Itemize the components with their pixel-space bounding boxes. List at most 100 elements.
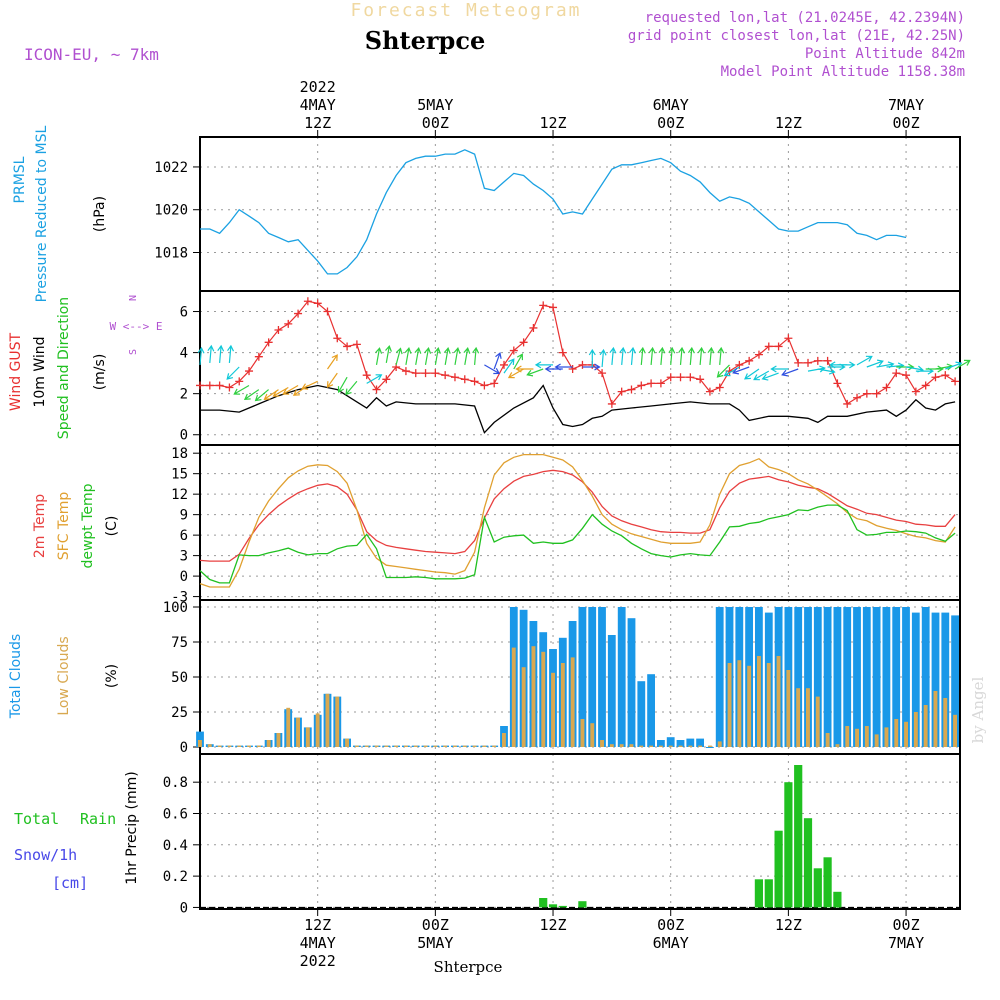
total-label: Total xyxy=(14,810,59,828)
low-cloud-bar xyxy=(423,745,428,747)
gust-marker xyxy=(343,342,352,351)
total-cloud-bar xyxy=(686,738,695,747)
gust-marker xyxy=(431,369,440,378)
gust-marker xyxy=(754,350,763,359)
wind-arrow xyxy=(658,346,666,365)
compass-we: W <--> E xyxy=(110,320,163,333)
wind-arrow xyxy=(424,347,432,366)
gust-marker xyxy=(705,387,714,396)
bottom-time-label: 00Z xyxy=(893,916,920,934)
y-tick-label: 0.6 xyxy=(163,806,188,822)
y-tick-label: 100 xyxy=(163,600,188,616)
gust-marker xyxy=(656,379,665,388)
gridpoint-location: grid point closest lon,lat (21E, 42.25N) xyxy=(628,28,965,44)
low-cloud-bar xyxy=(825,733,830,747)
total-cloud-bar xyxy=(843,607,852,747)
total-cloud-bar xyxy=(813,607,822,747)
y-tick-label: 6 xyxy=(180,305,188,321)
tsfc-label: SFC Temp xyxy=(56,492,72,561)
top-time-label: 12Z xyxy=(539,114,566,132)
wind-arrow xyxy=(817,367,836,375)
gust-marker xyxy=(666,373,675,382)
chart-title: Forecast Meteogram xyxy=(350,0,581,21)
total-cloud-bar xyxy=(862,607,871,747)
low-cloud-bar xyxy=(286,707,291,747)
wind-arrow xyxy=(453,347,461,366)
wind-arrow xyxy=(687,346,695,365)
wind-speed-line xyxy=(200,384,956,434)
y-tick-label: 75 xyxy=(171,635,188,651)
wind-arrow xyxy=(434,347,441,366)
y-tick-label: 9 xyxy=(180,508,188,524)
total-cloud-bar xyxy=(941,612,950,747)
y-tick-label: 15 xyxy=(171,467,188,483)
wind-arrow xyxy=(761,372,779,381)
total-cloud-bar xyxy=(617,607,626,747)
wind-label: 10m Wind xyxy=(32,336,48,407)
wind-arrow xyxy=(414,347,422,366)
low-cloud-bar xyxy=(668,745,673,747)
gust-marker xyxy=(519,338,528,347)
wind-arrow xyxy=(503,358,515,374)
gust-marker xyxy=(902,371,911,380)
bottom-time-label: 00Z xyxy=(422,916,449,934)
low-cloud-bar xyxy=(217,745,222,747)
wind-arrow xyxy=(697,346,705,365)
low-cloud-bar xyxy=(894,719,899,747)
low-cloud-bar xyxy=(855,728,859,747)
low-cloud-bar xyxy=(384,745,389,747)
wind-arrow xyxy=(770,365,789,373)
total-cloud-bar xyxy=(892,607,901,747)
panel-pressure: 1018 1020 1022 xyxy=(154,136,961,292)
wind-arrow xyxy=(668,346,676,365)
wind-arrow xyxy=(226,366,240,380)
wind-arrow xyxy=(301,380,318,390)
low-cloud-bar xyxy=(296,717,300,747)
gust-marker xyxy=(225,383,234,392)
low-cloud-bar xyxy=(521,667,526,747)
low-cloud-bar xyxy=(433,745,438,747)
low-cloud-bar xyxy=(757,656,761,747)
gust-marker xyxy=(549,303,558,312)
wind-arrow xyxy=(629,346,637,365)
wind-arrow xyxy=(856,355,873,366)
wind-arrow xyxy=(829,361,848,369)
wind-arrow xyxy=(472,346,480,365)
gust-marker xyxy=(774,342,783,351)
total-cloud-bar xyxy=(588,607,597,747)
wind-arrow xyxy=(896,363,915,371)
low-cloud-bar xyxy=(776,656,781,747)
low-cloud-bar xyxy=(717,741,722,747)
y-tick-label: 25 xyxy=(171,705,188,721)
gust-marker xyxy=(323,307,332,316)
low-cloud-bar xyxy=(345,738,349,747)
gust-marker xyxy=(833,379,842,388)
wind-arrow xyxy=(753,370,770,381)
rain-bar xyxy=(764,879,773,908)
cm-label: [cm] xyxy=(52,874,88,892)
top-time-label: 7MAY xyxy=(888,96,924,114)
gust-marker xyxy=(382,375,391,384)
gust-marker xyxy=(294,309,303,318)
rain-bar xyxy=(813,868,822,908)
total-cloud-bar xyxy=(715,607,724,747)
total-cloud-bar xyxy=(647,674,655,747)
total-cloud-bar xyxy=(931,612,940,747)
wind-labels: Wind GUST 10m Wind Speed and Direction (… xyxy=(8,295,162,439)
total-cloud-bar xyxy=(598,607,606,747)
y-tick-label: 0 xyxy=(180,428,188,444)
panel-temperature: -3 0 3 6 9 12 15 18 xyxy=(171,444,961,606)
gust-marker xyxy=(813,356,822,365)
total-cloud-bar xyxy=(951,615,959,747)
low-cloud-bar xyxy=(590,723,595,747)
total-cloud-bar xyxy=(637,681,646,747)
total-cloud-bar xyxy=(676,740,685,747)
requested-location: requested lon,lat (21.0245E, 42.2394N) xyxy=(645,10,965,26)
low-cloud-bar xyxy=(953,714,957,747)
low-cloud-bar xyxy=(786,670,791,747)
wind-arrow xyxy=(395,347,403,366)
top-time-label: 6MAY xyxy=(653,96,689,114)
pressure-labels: PRMSL Pressure Reduced to MSL (hPa) xyxy=(12,125,108,302)
low-cloud-bar xyxy=(492,745,497,747)
y-tick-label: 1020 xyxy=(154,203,188,219)
